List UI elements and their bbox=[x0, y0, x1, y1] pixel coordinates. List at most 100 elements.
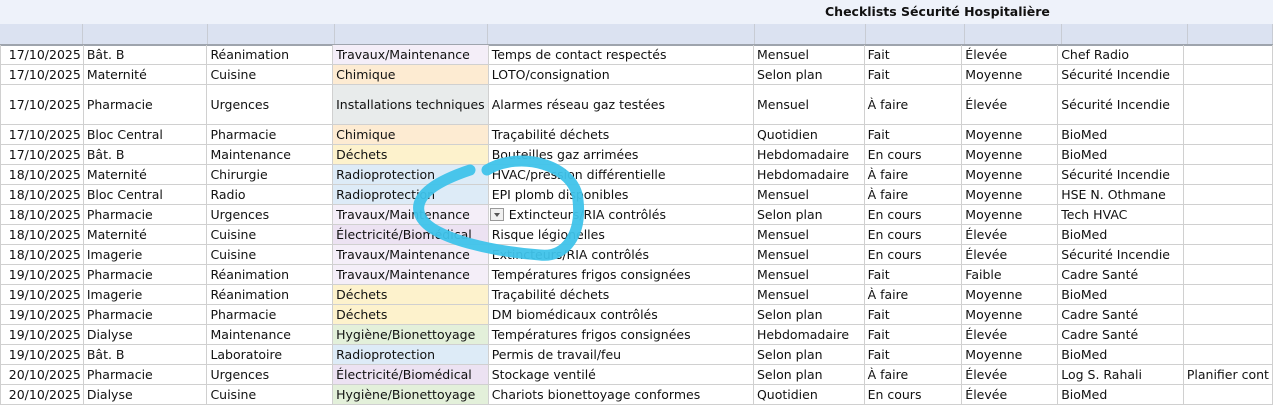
category-cell[interactable]: Radioprotection bbox=[332, 344, 489, 365]
service-cell[interactable]: Réanimation bbox=[206, 264, 334, 285]
check-item-cell[interactable]: Traçabilité déchets bbox=[487, 124, 754, 145]
priority-cell[interactable]: Moyenne bbox=[961, 64, 1059, 85]
site-cell[interactable]: Bloc Central bbox=[82, 184, 208, 205]
priority-cell[interactable]: Moyenne bbox=[961, 164, 1059, 185]
category-cell[interactable]: Travaux/Maintenance bbox=[332, 204, 489, 225]
action-cell[interactable] bbox=[1182, 324, 1273, 345]
category-cell[interactable]: Électricité/Biomédical bbox=[332, 364, 489, 385]
check-item-cell[interactable]: HVAC/pression différentielle bbox=[487, 164, 754, 185]
header-cell[interactable] bbox=[866, 24, 965, 44]
category-cell[interactable]: Travaux/Maintenance bbox=[332, 264, 489, 285]
category-cell[interactable]: Déchets bbox=[332, 304, 489, 325]
action-cell[interactable] bbox=[1182, 244, 1273, 265]
action-cell[interactable] bbox=[1182, 124, 1273, 145]
site-cell[interactable]: Pharmacie bbox=[82, 84, 208, 125]
service-cell[interactable]: Laboratoire bbox=[206, 344, 334, 365]
check-item-cell[interactable]: Risque légionelles bbox=[487, 224, 754, 245]
date-cell[interactable]: 17/10/2025 bbox=[0, 45, 84, 65]
priority-cell[interactable]: Élevée bbox=[961, 224, 1059, 245]
service-cell[interactable]: Cuisine bbox=[206, 384, 334, 405]
service-cell[interactable]: Cuisine bbox=[206, 244, 334, 265]
frequency-cell[interactable]: Selon plan bbox=[752, 344, 865, 365]
date-cell[interactable]: 19/10/2025 bbox=[0, 264, 84, 285]
frequency-cell[interactable]: Mensuel bbox=[752, 264, 865, 285]
owner-cell[interactable]: Cadre Santé bbox=[1057, 264, 1184, 285]
check-item-cell[interactable]: Stockage ventilé bbox=[487, 364, 754, 385]
date-cell[interactable]: 18/10/2025 bbox=[0, 184, 84, 205]
category-cell[interactable]: Travaux/Maintenance bbox=[332, 45, 489, 65]
category-cell[interactable]: Radioprotection bbox=[332, 164, 489, 185]
category-cell[interactable]: Installations techniques bbox=[332, 84, 489, 125]
service-cell[interactable]: Chirurgie bbox=[206, 164, 334, 185]
site-cell[interactable]: Pharmacie bbox=[82, 304, 208, 325]
date-cell[interactable]: 17/10/2025 bbox=[0, 84, 84, 125]
service-cell[interactable]: Urgences bbox=[206, 84, 334, 125]
action-cell[interactable]: Planifier cont bbox=[1182, 364, 1273, 385]
status-cell[interactable]: En cours bbox=[863, 244, 963, 265]
owner-cell[interactable]: BioMed bbox=[1057, 384, 1184, 405]
category-cell[interactable]: Travaux/Maintenance bbox=[332, 244, 489, 265]
action-cell[interactable] bbox=[1182, 284, 1273, 305]
service-cell[interactable]: Réanimation bbox=[206, 45, 334, 65]
owner-cell[interactable]: Tech HVAC bbox=[1057, 204, 1184, 225]
date-cell[interactable]: 19/10/2025 bbox=[0, 324, 84, 345]
date-cell[interactable]: 17/10/2025 bbox=[0, 144, 84, 165]
action-cell[interactable] bbox=[1182, 64, 1273, 85]
priority-cell[interactable]: Moyenne bbox=[961, 184, 1059, 205]
owner-cell[interactable]: BioMed bbox=[1057, 124, 1184, 145]
frequency-cell[interactable]: Hebdomadaire bbox=[752, 144, 865, 165]
frequency-cell[interactable]: Mensuel bbox=[752, 45, 865, 65]
owner-cell[interactable]: Sécurité Incendie bbox=[1057, 64, 1184, 85]
status-cell[interactable]: À faire bbox=[863, 364, 963, 385]
header-cell[interactable] bbox=[208, 24, 335, 44]
priority-cell[interactable]: Moyenne bbox=[961, 304, 1059, 325]
action-cell[interactable] bbox=[1182, 45, 1273, 65]
priority-cell[interactable]: Moyenne bbox=[961, 144, 1059, 165]
priority-cell[interactable]: Moyenne bbox=[961, 344, 1059, 365]
check-item-cell[interactable]: Températures frigos consignées bbox=[487, 264, 754, 285]
date-cell[interactable]: 18/10/2025 bbox=[0, 224, 84, 245]
frequency-cell[interactable]: Mensuel bbox=[752, 284, 865, 305]
header-cell[interactable] bbox=[1188, 24, 1273, 44]
service-cell[interactable]: Urgences bbox=[206, 204, 334, 225]
action-cell[interactable] bbox=[1182, 184, 1273, 205]
date-cell[interactable]: 18/10/2025 bbox=[0, 244, 84, 265]
status-cell[interactable]: Fait bbox=[863, 45, 963, 65]
owner-cell[interactable]: BioMed bbox=[1057, 284, 1184, 305]
owner-cell[interactable]: BioMed bbox=[1057, 344, 1184, 365]
status-cell[interactable]: En cours bbox=[863, 384, 963, 405]
status-cell[interactable]: Fait bbox=[863, 124, 963, 145]
service-cell[interactable]: Maintenance bbox=[206, 144, 334, 165]
service-cell[interactable]: Radio bbox=[206, 184, 334, 205]
category-cell[interactable]: Chimique bbox=[332, 124, 489, 145]
frequency-cell[interactable]: Mensuel bbox=[752, 184, 865, 205]
owner-cell[interactable]: HSE N. Othmane bbox=[1057, 184, 1184, 205]
owner-cell[interactable]: Sécurité Incendie bbox=[1057, 244, 1184, 265]
action-cell[interactable] bbox=[1182, 264, 1273, 285]
frequency-cell[interactable]: Mensuel bbox=[752, 224, 865, 245]
site-cell[interactable]: Imagerie bbox=[82, 284, 208, 305]
owner-cell[interactable]: Sécurité Incendie bbox=[1057, 84, 1184, 125]
site-cell[interactable]: Bât. B bbox=[82, 344, 208, 365]
action-cell[interactable] bbox=[1182, 204, 1273, 225]
status-cell[interactable]: Fait bbox=[863, 324, 963, 345]
check-item-cell[interactable]: Alarmes réseau gaz testées bbox=[487, 84, 754, 125]
check-item-cell[interactable]: LOTO/consignation bbox=[487, 64, 754, 85]
check-item-cell[interactable]: Permis de travail/feu bbox=[487, 344, 754, 365]
category-cell[interactable]: Chimique bbox=[332, 64, 489, 85]
owner-cell[interactable]: Cadre Santé bbox=[1057, 324, 1184, 345]
category-cell[interactable]: Déchets bbox=[332, 144, 489, 165]
status-cell[interactable]: À faire bbox=[863, 164, 963, 185]
site-cell[interactable]: Pharmacie bbox=[82, 264, 208, 285]
action-cell[interactable] bbox=[1182, 164, 1273, 185]
action-cell[interactable] bbox=[1182, 344, 1273, 365]
site-cell[interactable]: Pharmacie bbox=[82, 204, 208, 225]
frequency-cell[interactable]: Selon plan bbox=[752, 304, 865, 325]
header-cell[interactable] bbox=[965, 24, 1062, 44]
check-item-cell[interactable]: DM biomédicaux contrôlés bbox=[487, 304, 754, 325]
priority-cell[interactable]: Élevée bbox=[961, 84, 1059, 125]
priority-cell[interactable]: Élevée bbox=[961, 384, 1059, 405]
owner-cell[interactable]: Chef Radio bbox=[1057, 45, 1184, 65]
date-cell[interactable]: 19/10/2025 bbox=[0, 304, 84, 325]
service-cell[interactable]: Réanimation bbox=[206, 284, 334, 305]
